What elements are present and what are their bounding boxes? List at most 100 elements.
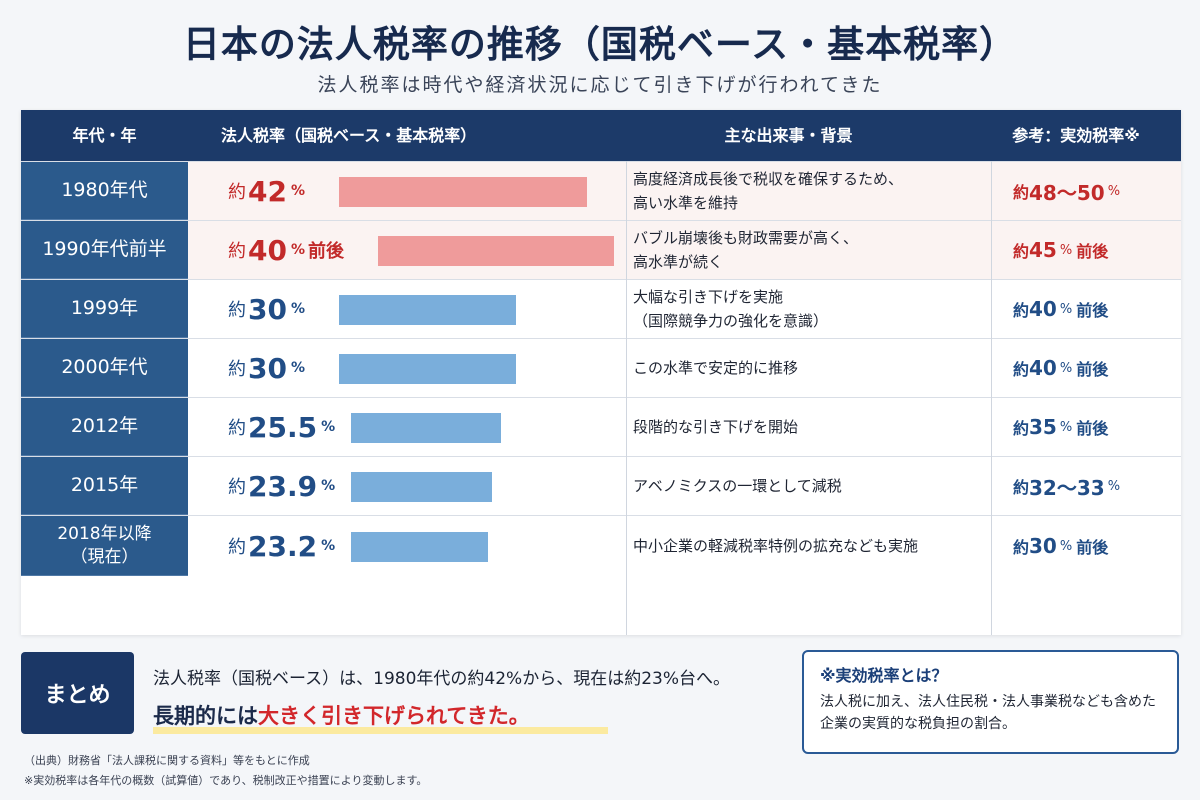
tax-rate-table: 年代・年 法人税率（国税ベース・基本税率） 主な出来事・背景 参考：実効税率※ … [21, 110, 1181, 635]
column-divider [991, 161, 992, 635]
effective-num: 48〜50 [1029, 180, 1105, 205]
rate-pre: 約 [228, 182, 246, 203]
rate-bar [339, 176, 587, 207]
table-row: 2012年約 25.5% 段階的な引き下げを開始約 35% 前後 [21, 397, 1181, 456]
rate-num: 30 [248, 292, 287, 326]
rate-num: 42 [248, 174, 287, 208]
tax-rate-value: 約 30% [228, 280, 308, 338]
rate-pct: % [290, 183, 305, 199]
header-year: 年代・年 [72, 126, 137, 145]
effective-num: 35 [1029, 415, 1057, 439]
rate-pct: % [321, 419, 336, 435]
effective-pct: % [1059, 360, 1073, 376]
effective-num: 40 [1029, 297, 1057, 321]
page-title: 日本の法人税率の推移（国税ベース・基本税率） [182, 23, 1018, 66]
effective-pct: % [1107, 183, 1121, 199]
table-row: 2015年約 23.9% アベノミクスの一環として減税約 32〜33% [21, 456, 1181, 515]
effective-rate-value: 約 40% 前後 [1013, 339, 1108, 397]
effective-rate-note: ※実効税率とは？ 法人税に加え、法人住民税・法人事業税なども含めた企業の実質的な… [802, 650, 1179, 754]
tax-rate-value: 約 23.9% [228, 457, 338, 515]
header-rate: 法人税率（国税ベース・基本税率） [221, 126, 477, 145]
effective-pre: 約 [1013, 360, 1030, 379]
rate-pre: 約 [228, 418, 246, 439]
effective-pct: % [1059, 301, 1073, 317]
source-footnote: （出典）財務省「法人課税に関する資料」等をもとに作成 [24, 754, 310, 767]
summary-line-1: 法人税率（国税ベース）は、1980年代の約42%から、現在は約23%台へ。 [153, 669, 730, 689]
rate-post: 前後 [308, 241, 344, 262]
effective-rate-value: 約 45% 前後 [1013, 221, 1108, 279]
rate-num: 25.5 [248, 410, 318, 444]
effective-post: 前後 [1076, 419, 1109, 438]
table-row: 2000年代約 30% この水準で安定的に推移約 40% 前後 [21, 338, 1181, 397]
rate-pre: 約 [228, 300, 246, 321]
rate-num: 23.9 [248, 469, 318, 503]
effective-rate-value: 約 40% 前後 [1013, 280, 1108, 338]
event-description: この水準で安定的に推移 [633, 359, 799, 377]
effective-post: 前後 [1076, 242, 1109, 261]
rate-pre: 約 [228, 477, 246, 498]
effective-pre: 約 [1013, 183, 1030, 202]
rate-num: 30 [248, 351, 287, 385]
table-row: 1990年代前半約 40% 前後 バブル崩壊後も財政需要が高く、 高水準が続く約 45%… [21, 220, 1181, 279]
event-description: 高度経済成長後で税収を確保するため、 高い水準を維持 [633, 170, 904, 212]
tax-rate-value: 約 25.5% [228, 398, 338, 456]
rate-bar [378, 235, 614, 266]
event-description: 中小企業の軽減税率特例の拡充なども実施 [633, 537, 919, 555]
table-row: 1999年約 30% 大幅な引き下げを実施 （国際競争力の強化を意識）約 40% 前後 [21, 279, 1181, 338]
effective-num: 32〜33 [1029, 475, 1105, 500]
event-description: 段階的な引き下げを開始 [633, 418, 799, 436]
effective-pct: % [1059, 242, 1073, 258]
rate-bar [339, 294, 516, 325]
effective-rate-value: 約 30% 前後 [1013, 516, 1108, 576]
year-cell: 2018年以降 （現在） [21, 516, 188, 576]
effective-num: 45 [1029, 238, 1057, 262]
event-description: 大幅な引き下げを実施 （国際競争力の強化を意識） [633, 288, 829, 330]
effective-pre: 約 [1013, 538, 1030, 557]
table-row: 1980年代約 42% 高度経済成長後で税収を確保するため、 高い水準を維持約 48〜… [21, 161, 1181, 220]
effective-pre: 約 [1013, 419, 1030, 438]
effective-pre: 約 [1013, 301, 1030, 320]
summary-line-2-lead: 長期的には [153, 704, 258, 728]
rate-pre: 約 [228, 537, 246, 558]
effective-num: 40 [1029, 356, 1057, 380]
header-effective-rate: 参考：実効税率※ [1012, 126, 1140, 145]
header-event: 主な出来事・背景 [724, 126, 853, 145]
effective-pre: 約 [1013, 242, 1030, 261]
rate-pct: % [290, 242, 305, 258]
year-cell: 2000年代 [21, 339, 188, 397]
rate-bar [351, 412, 501, 443]
tax-rate-value: 約 40% 前後 [228, 221, 344, 279]
effective-post: 前後 [1076, 360, 1109, 379]
summary-line-2-emphasis: 大きく引き下げられてきた。 [258, 704, 530, 728]
effective-rate-value: 約 32〜33% [1013, 457, 1124, 515]
rate-bar [339, 353, 516, 384]
summary-line-2: 長期的には大きく引き下げられてきた。 [153, 700, 530, 730]
rate-bar [351, 531, 488, 562]
rate-pct: % [290, 360, 305, 376]
tax-rate-value: 約 42% [228, 162, 308, 220]
effective-pct: % [1107, 478, 1121, 494]
effective-rate-footnote: ※実効税率は各年代の概数（試算値）であり、税制改正や措置により変動します。 [24, 774, 428, 787]
rate-pct: % [290, 301, 305, 317]
effective-pre: 約 [1013, 478, 1030, 497]
note-body: 法人税に加え、法人住民税・法人事業税なども含めた企業の実質的な税負担の割合。 [820, 694, 1156, 732]
year-cell: 1980年代 [21, 162, 188, 220]
rate-pre: 約 [228, 359, 246, 380]
year-cell: 2012年 [21, 398, 188, 456]
summary-highlight [153, 727, 608, 734]
effective-rate-value: 約 35% 前後 [1013, 398, 1108, 456]
effective-post: 前後 [1076, 301, 1109, 320]
effective-pct: % [1059, 419, 1073, 435]
summary-badge: まとめ [21, 652, 134, 734]
table-row: 2018年以降 （現在）約 23.2% 中小企業の軽減税率特例の拡充なども実施約 30… [21, 515, 1181, 576]
table-header: 年代・年 法人税率（国税ベース・基本税率） 主な出来事・背景 参考：実効税率※ [21, 110, 1181, 161]
rate-pct: % [321, 538, 336, 554]
year-cell: 1999年 [21, 280, 188, 338]
event-description: バブル崩壊後も財政需要が高く、 高水準が続く [633, 229, 859, 271]
rate-num: 23.2 [248, 529, 318, 563]
column-divider [626, 161, 627, 635]
rate-bar [351, 471, 492, 502]
rate-num: 40 [248, 233, 287, 267]
year-cell: 2015年 [21, 457, 188, 515]
event-description: アベノミクスの一環として減税 [633, 477, 842, 495]
